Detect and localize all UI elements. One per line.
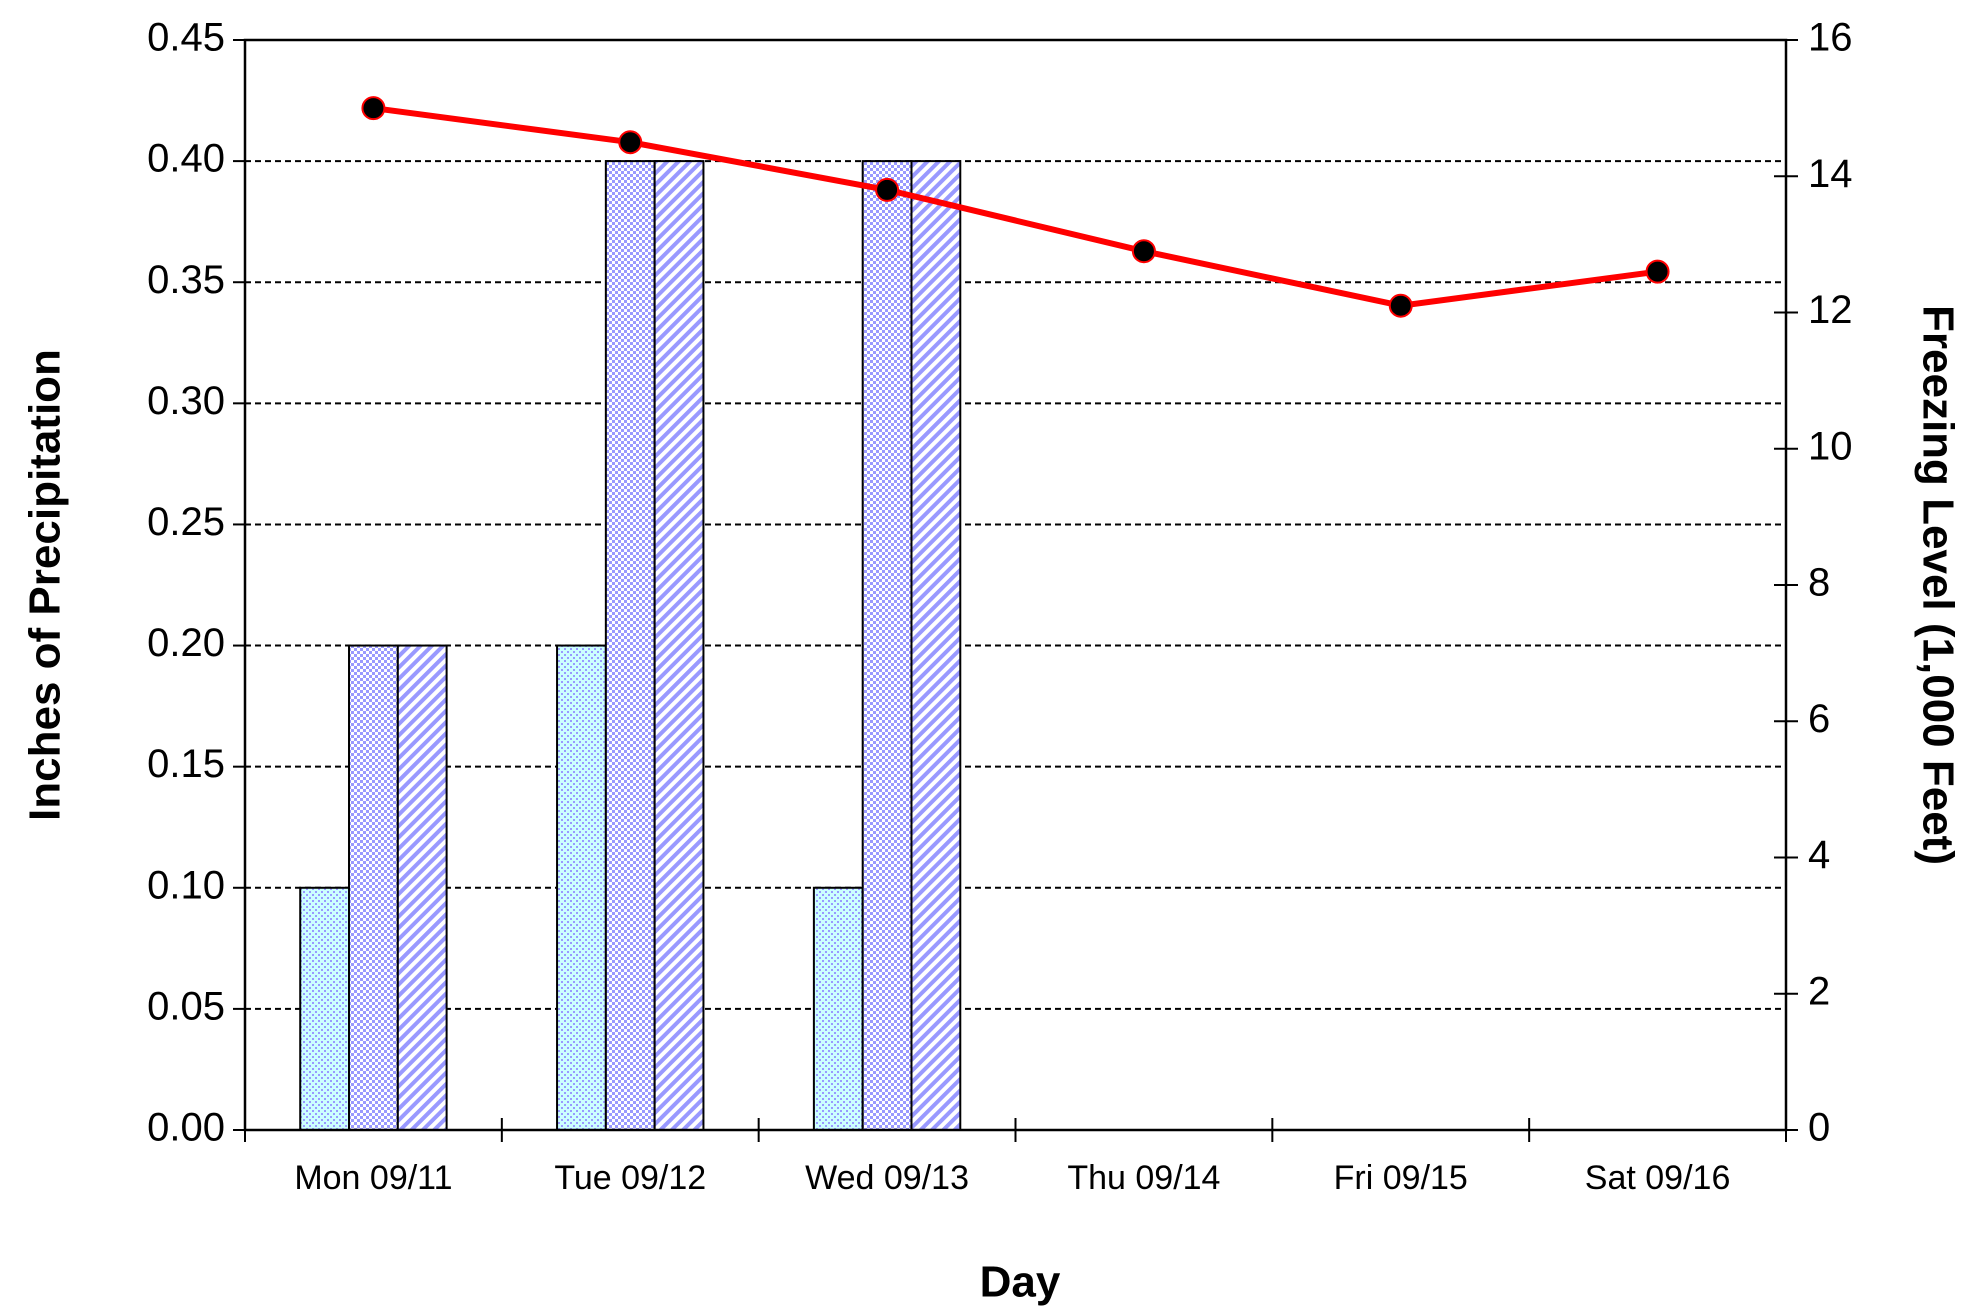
y2-tick-label: 8 xyxy=(1808,561,1830,605)
x-tick-label: Fri 09/15 xyxy=(1334,1159,1468,1197)
x-tick-label: Wed 09/13 xyxy=(805,1159,969,1197)
y-axis-title: Inches of Precipitation xyxy=(21,349,70,821)
bar xyxy=(604,160,656,1132)
marker xyxy=(1388,293,1413,318)
x-tick-label: Mon 09/11 xyxy=(294,1159,452,1197)
x-axis-title: Day xyxy=(980,1258,1061,1307)
marker xyxy=(361,96,386,121)
y-tick-label: 0.15 xyxy=(147,742,225,786)
y2-tick-label: 16 xyxy=(1808,16,1853,60)
y-tick-label: 0.45 xyxy=(147,16,225,60)
bar xyxy=(396,644,448,1131)
y-tick-label: 0.35 xyxy=(147,258,225,302)
y2-tick-label: 0 xyxy=(1808,1106,1830,1150)
marker xyxy=(618,130,643,155)
bar xyxy=(556,644,607,1131)
y-tick-label: 0.40 xyxy=(147,137,225,181)
x-tick-label: Thu 09/14 xyxy=(1067,1159,1220,1197)
y-tick-label: 0.25 xyxy=(147,500,225,544)
bar xyxy=(299,886,351,1131)
x-tick-label: Sat 09/16 xyxy=(1585,1159,1731,1197)
bar xyxy=(653,160,705,1132)
y2-tick-label: 6 xyxy=(1808,697,1830,741)
line xyxy=(373,105,1658,309)
y-tick-label: 0.05 xyxy=(147,984,225,1028)
y2-axis-title: Freezing Level (1,000 Feet) xyxy=(1913,305,1962,865)
plot-frame xyxy=(243,38,1788,1132)
y-tick-label: 0.30 xyxy=(147,379,225,423)
x-tick-label: Tue 09/12 xyxy=(554,1159,706,1197)
y2-tick-label: 12 xyxy=(1808,288,1853,332)
y-tick-label: 0.00 xyxy=(147,1106,225,1150)
marker xyxy=(875,177,900,202)
marker xyxy=(1645,259,1670,284)
bar xyxy=(348,644,399,1131)
y-tick-label: 0.10 xyxy=(147,863,225,907)
y2-tick-label: 14 xyxy=(1808,152,1853,196)
y2-tick-label: 10 xyxy=(1808,424,1853,468)
marker xyxy=(1131,239,1156,264)
bar xyxy=(812,886,864,1131)
y2-tick-label: 4 xyxy=(1808,833,1830,877)
bar xyxy=(861,160,913,1132)
y2-tick-label: 2 xyxy=(1808,969,1830,1013)
bar xyxy=(910,160,962,1132)
y-tick-label: 0.20 xyxy=(147,621,225,665)
